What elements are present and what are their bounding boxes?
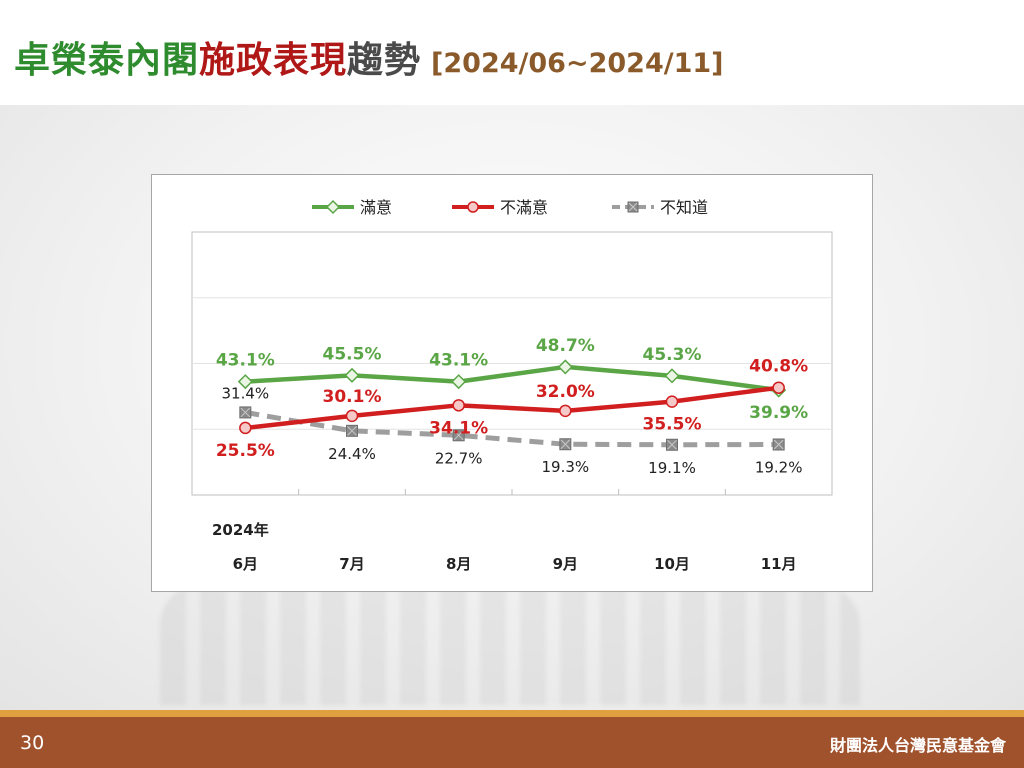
data-label-1-0: 25.5% bbox=[216, 441, 275, 461]
title-bar: 卓榮泰內閣施政表現趨勢 [2024/06~2024/11] bbox=[0, 0, 1024, 105]
x-tick-label-0: 6月 bbox=[233, 555, 258, 573]
legend-marker-1 bbox=[467, 201, 479, 213]
series-2-point-5-x2 bbox=[773, 439, 784, 450]
data-label-0-2: 43.1% bbox=[429, 351, 488, 371]
series-2-point-0-x2 bbox=[240, 407, 251, 418]
slide-title: 卓榮泰內閣施政表現趨勢 [2024/06~2024/11] bbox=[14, 36, 724, 86]
data-label-1-2: 34.1% bbox=[429, 418, 488, 438]
x-tick-label-2: 8月 bbox=[446, 555, 471, 573]
series-1-point-4 bbox=[665, 395, 679, 408]
series-line-0 bbox=[245, 364, 779, 393]
title-date-range: [2024/06~2024/11] bbox=[431, 48, 724, 79]
data-label-2-5: 19.2% bbox=[755, 459, 803, 477]
page-number: 30 bbox=[20, 732, 45, 754]
organization-name: 財團法人台灣民意基金會 bbox=[829, 736, 1006, 755]
series-0-point-4 bbox=[664, 368, 680, 384]
footer-accent-stripe bbox=[0, 710, 1024, 717]
series-2-point-3-x2 bbox=[560, 439, 571, 450]
series-1-point-5 bbox=[772, 381, 785, 394]
title-trend: 趨勢 bbox=[347, 40, 422, 81]
crowd-silhouette-image bbox=[160, 585, 860, 705]
x-tick-label-1: 7月 bbox=[339, 555, 364, 573]
series-2-point-1-x2 bbox=[347, 425, 357, 436]
footer: 30 財團法人台灣民意基金會 bbox=[0, 710, 1024, 768]
line-chart: 2024年 6月 7月 8月 9月 10月 11月 滿意 不滿意 不知道 43.1% 45.5% 43.… bbox=[191, 198, 833, 573]
data-label-2-0: 31.4% bbox=[222, 384, 270, 402]
data-label-2-2: 22.7% bbox=[435, 449, 483, 467]
series-2-point-2-x2 bbox=[453, 430, 464, 441]
title-performance: 施政表現 bbox=[199, 40, 348, 81]
series-1-point-2 bbox=[452, 399, 465, 412]
x-tick-label-3: 9月 bbox=[553, 555, 578, 573]
data-label-0-3: 48.7% bbox=[536, 336, 595, 356]
legend-label-2: 不知道 bbox=[660, 198, 708, 217]
data-label-2-4: 19.1% bbox=[648, 459, 696, 477]
data-label-0-4: 45.3% bbox=[643, 345, 702, 365]
legend-marker-0 bbox=[325, 199, 341, 215]
title-cabinet: 卓榮泰內閣 bbox=[14, 40, 200, 81]
series-0-point-3 bbox=[557, 359, 573, 375]
data-label-1-3: 32.0% bbox=[536, 382, 595, 402]
legend-label-0: 滿意 bbox=[360, 198, 392, 217]
data-label-1-1: 30.1% bbox=[323, 387, 382, 407]
series-0-point-1 bbox=[344, 367, 360, 383]
data-label-2-1: 24.4% bbox=[328, 445, 376, 463]
series-1-point-0 bbox=[239, 421, 252, 435]
data-label-1-4: 35.5% bbox=[643, 415, 702, 435]
data-label-0-5: 39.9% bbox=[749, 403, 808, 423]
series-line-1 bbox=[245, 385, 779, 431]
data-label-1-5: 40.8% bbox=[749, 357, 808, 377]
data-label-0-1: 45.5% bbox=[323, 344, 382, 364]
chart-frame: 2024年 6月 7月 8月 9月 10月 11月 滿意 不滿意 不知道 43.1% 45.5% 43.… bbox=[151, 174, 873, 592]
series-1-point-3 bbox=[559, 404, 572, 418]
data-label-2-3: 19.3% bbox=[542, 458, 590, 476]
series-0-point-2 bbox=[451, 374, 467, 390]
legend-label-1: 不滿意 bbox=[500, 198, 548, 217]
legend-marker-2-x2 bbox=[628, 202, 638, 212]
series-1-point-1 bbox=[345, 409, 359, 423]
x-tick-label-5: 11月 bbox=[761, 555, 797, 573]
series-0-point-0 bbox=[237, 374, 253, 390]
series-2-point-4-x2 bbox=[667, 439, 677, 450]
x-tick-label-4: 10月 bbox=[654, 555, 690, 573]
data-label-0-0: 43.1% bbox=[216, 351, 275, 371]
x-axis-year-label: 2024年 bbox=[212, 521, 269, 539]
series-line-2 bbox=[244, 409, 779, 448]
